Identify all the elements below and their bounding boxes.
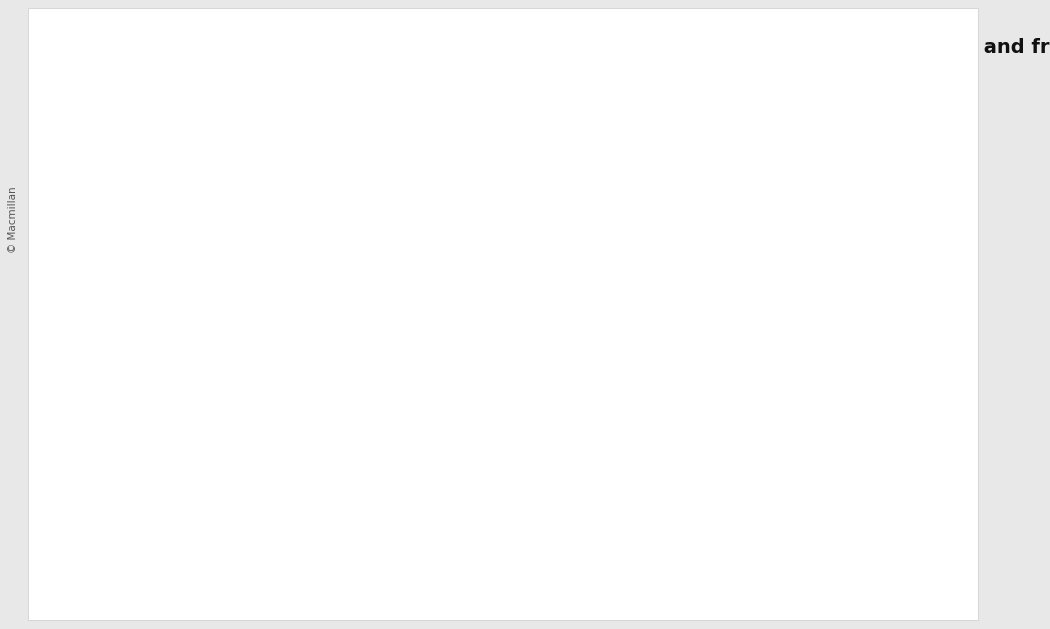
Circle shape (64, 524, 86, 546)
Text: 13: 13 (210, 164, 226, 177)
Circle shape (64, 429, 86, 451)
Text: −1: −1 (917, 166, 936, 179)
Bar (120, 155, 895, 202)
Text: this radiation?: this radiation? (55, 64, 214, 83)
Text: visible: visible (103, 526, 161, 544)
Circle shape (68, 433, 82, 447)
Text: λ =: λ = (70, 285, 102, 303)
Text: © Macmillan: © Macmillan (7, 187, 18, 253)
Text: s: s (907, 172, 917, 189)
Text: Does this radiation fall in the ultraviolet, visible or infrared range? Refer to: Does this radiation fall in the ultravio… (55, 378, 771, 396)
Text: J. What is the wavelength (λ) and frequency (v) of: J. What is the wavelength (λ) and freque… (651, 38, 1050, 57)
Text: infrared: infrared (103, 431, 174, 449)
Bar (120, 270, 895, 318)
Text: as needed.: as needed. (801, 378, 907, 396)
Text: 7.04  ×10: 7.04 ×10 (130, 169, 219, 187)
Circle shape (64, 477, 86, 499)
Text: ultraviolet: ultraviolet (103, 479, 195, 497)
Text: v =: v = (70, 169, 102, 187)
Text: −20: −20 (629, 32, 660, 46)
Text: m: m (907, 285, 924, 303)
Text: electromagnetic spectrum: electromagnetic spectrum (637, 378, 875, 396)
Text: Carbon dioxide readily absorbs radiation with an energy of 4.67 × 10: Carbon dioxide readily absorbs radiation… (55, 38, 816, 57)
